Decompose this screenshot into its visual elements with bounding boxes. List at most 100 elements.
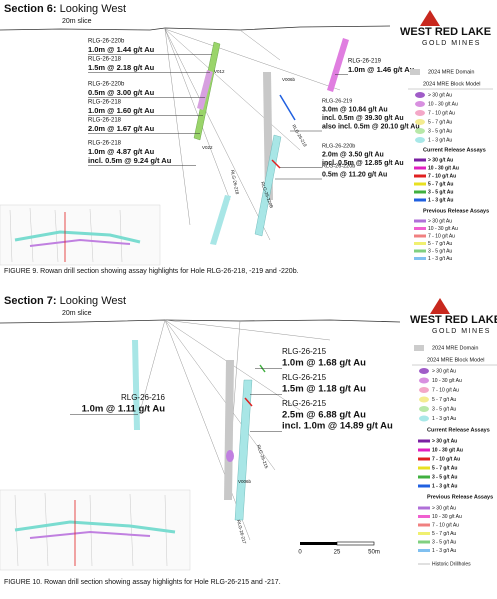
section-number: Section 7: <box>4 295 57 307</box>
assay-result: 2.0m @ 3.50 g/t Au <box>322 151 384 158</box>
assay-result: 1.0m @ 1.11 g/t Au <box>82 404 166 415</box>
legend-swatch <box>415 101 425 107</box>
section-number: Section 6: <box>4 3 57 15</box>
legend-swatch <box>419 415 429 422</box>
legend-swatch <box>419 406 429 412</box>
assay-result: 1.0m @ 1.60 g/t Au <box>88 106 155 115</box>
assay-result: 2.5m @ 6.88 g/t Au <box>282 410 366 421</box>
legend-label: 3 - 5 g/t Au <box>428 128 452 134</box>
legend-label: 1 - 3 g/t Au <box>428 197 453 203</box>
assay-result: also incl. 0.5m @ 20.10 g/t Au <box>322 123 420 130</box>
legend-label: 7 - 10 g/t Au <box>432 387 459 393</box>
slice: 20m slice <box>62 310 92 317</box>
legend-swatch <box>415 92 425 98</box>
legend-label: 7 - 10 g/t Au <box>428 173 456 179</box>
section-title: Section 6: Looking West <box>4 3 126 15</box>
legend-label: 7 - 10 g/t Au <box>428 110 455 116</box>
legend-label: 5 - 7 g/t Au <box>432 397 456 403</box>
assay-result: incl. 0.5m @ 39.30 g/t Au <box>322 115 404 122</box>
scale-label: 0 <box>298 550 302 556</box>
legend-label: 10 - 30 g/t Au <box>428 226 458 232</box>
logo-name: WEST RED LAKE <box>400 26 491 38</box>
hole-id: RLG-26-218 <box>88 57 122 63</box>
legend-label: 1 - 3 g/t Au <box>428 256 452 262</box>
legend-label: 5 - 7 g/t Au <box>428 119 452 125</box>
hole-id: RLG-26-220b <box>322 143 355 149</box>
assay-result: 3.0m @ 10.84 g/t Au <box>322 106 388 113</box>
assay-result: incl. 0.5m @ 9.24 g/t Au <box>88 156 172 165</box>
legend-label: > 30 g/t Au <box>432 368 456 374</box>
logo-mark <box>430 298 450 314</box>
hole-id: RLG-26-215 <box>282 399 327 408</box>
legend-label: > 30 g/t Au <box>432 438 457 444</box>
assay-result: 0.5m @ 3.00 g/t Au <box>88 88 155 97</box>
hole-id: RLG-26-215 <box>282 347 327 356</box>
legend-label: 1 - 3 g/t Au <box>432 548 456 554</box>
legend-label: 1 - 3 g/t Au <box>432 416 456 422</box>
legend-label: 1 - 3 g/t Au <box>432 483 457 489</box>
section-7-drawing <box>0 319 401 571</box>
assay-result: 1.5m @ 2.18 g/t Au <box>88 63 155 72</box>
scale-label: 50m <box>368 550 380 556</box>
legend-label: > 30 g/t Au <box>428 218 452 224</box>
caption: FIGURE 10. Rowan drill section showing a… <box>4 579 281 586</box>
assay-result: 1.0m @ 4.87 g/t Au <box>88 147 155 156</box>
slice: 20m slice <box>62 18 92 25</box>
legend-label: 3 - 5 g/t Au <box>428 248 452 254</box>
legend-swatch <box>415 119 425 125</box>
legend-label: 7 - 10 g/t Au <box>432 522 459 528</box>
legend-heading: 2024 MRE Block Model <box>427 357 484 363</box>
legend-label: Historic Drillholes <box>432 561 471 567</box>
hole-id: RLG-26-220b <box>88 82 125 88</box>
hole-label: RLG-26-215 <box>256 444 269 469</box>
legend-heading: Previous Release Assays <box>423 208 489 214</box>
legend-label: 7 - 10 g/t Au <box>432 456 460 462</box>
legend-swatch <box>415 110 425 116</box>
hole-label: V006b <box>238 479 252 484</box>
section-view: Looking West <box>60 3 126 15</box>
legend-label: 10 - 30 g/t Au <box>432 514 462 520</box>
hole-label: RLG-26-218 <box>230 169 240 195</box>
legend-label: 5 - 7 g/t Au <box>428 181 453 187</box>
legend-heading: Current Release Assays <box>423 147 486 153</box>
legend-label: 1 - 3 g/t Au <box>428 137 452 143</box>
hole-id: RLG-26-219 <box>348 59 382 65</box>
hole-label: V022 <box>202 145 213 150</box>
legend-label: 2024 MRE Domain <box>432 345 478 351</box>
logo-sub: GOLD MINES <box>422 40 481 47</box>
domain-swatch <box>410 69 420 75</box>
scale-label: 25 <box>334 550 341 556</box>
hole-id: RLG-26-218 <box>88 141 122 147</box>
assay-result: 2.0m @ 1.67 g/t Au <box>88 124 155 133</box>
domain-swatch <box>414 345 424 351</box>
section-view: Looking West <box>60 295 126 307</box>
legend-label: 5 - 7 g/t Au <box>432 531 456 537</box>
legend-label: 5 - 7 g/t Au <box>432 465 457 471</box>
assay-result: 1.0m @ 1.68 g/t Au <box>282 358 366 369</box>
legend-label: 3 - 5 g/t Au <box>432 539 456 545</box>
logo-mark <box>420 10 440 26</box>
legend-label: 10 - 30 g/t Au <box>432 378 462 384</box>
hole-id: RLG-26-218 <box>88 118 122 124</box>
legend-swatch <box>419 368 429 374</box>
legend-label: 2024 MRE Domain <box>428 69 474 75</box>
section-title: Section 7: Looking West <box>4 295 126 307</box>
legend-label: 7 - 10 g/t Au <box>428 233 455 239</box>
assay-result: 1.5m @ 1.18 g/t Au <box>282 384 366 395</box>
legend-swatch <box>415 128 425 134</box>
legend-heading: Previous Release Assays <box>427 494 493 500</box>
legend-label: 3 - 5 g/t Au <box>428 189 453 195</box>
legend-swatch <box>419 396 429 403</box>
legend-swatch <box>415 137 425 143</box>
hole-label: V012 <box>214 69 225 74</box>
hole-id: RLG-26-216 <box>121 393 166 402</box>
logo-sub: GOLD MINES <box>432 328 491 335</box>
section-6-drawing <box>0 25 391 266</box>
legend-label: 10 - 30 g/t Au <box>432 447 463 453</box>
assay-result: 0.5m @ 11.20 g/t Au <box>322 171 387 178</box>
assay-result: 1.0m @ 1.46 g/t Au <box>348 65 415 74</box>
assay-result: incl. 0.5m @ 12.85 g/t Au <box>322 160 404 167</box>
legend-label: 10 - 30 g/t Au <box>428 165 459 171</box>
legend-swatch <box>419 377 429 384</box>
